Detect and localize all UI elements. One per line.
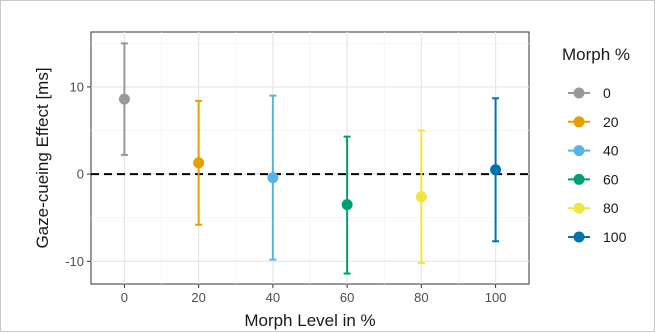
legend-item-40: 40 — [568, 143, 619, 159]
data-point — [193, 157, 205, 169]
series-0 — [118, 42, 130, 156]
legend-label: 0 — [603, 85, 611, 101]
legend-key-point — [573, 116, 585, 128]
series-60 — [341, 135, 353, 275]
legend-item-60: 60 — [568, 171, 619, 187]
data-point — [118, 93, 130, 105]
legend-key-point — [573, 145, 585, 157]
data-point — [341, 199, 353, 211]
series-100 — [490, 97, 502, 243]
x-tick-label: 80 — [414, 290, 428, 305]
y-axis-title: Gaze-cueing Effect [ms] — [33, 67, 52, 248]
legend-key-point — [573, 173, 585, 185]
legend-key-point — [573, 87, 585, 99]
y-tick-label: 10 — [70, 79, 84, 94]
data-point — [490, 164, 502, 176]
legend-item-0: 0 — [568, 85, 611, 101]
x-axis-ticks: 0 20 40 60 80 100 — [121, 284, 507, 305]
data-point — [267, 172, 279, 184]
legend-label: 20 — [603, 114, 619, 130]
legend-key-point — [573, 231, 585, 243]
x-tick-label: 60 — [340, 290, 354, 305]
y-tick-label: 0 — [77, 167, 84, 182]
legend-item-20: 20 — [568, 114, 619, 130]
x-tick-label: 100 — [485, 290, 507, 305]
data-point — [415, 191, 427, 203]
data-marks — [118, 42, 502, 275]
x-tick-label: 0 — [121, 290, 128, 305]
y-axis-ticks: 10 0 -10 — [65, 79, 91, 269]
x-axis-title: Morph Level in % — [244, 311, 375, 330]
legend-title: Morph % — [562, 45, 630, 64]
legend-label: 40 — [603, 143, 619, 159]
legend: Morph % 0 20 40 60 80 100 — [562, 45, 630, 245]
legend-item-80: 80 — [568, 200, 619, 216]
legend-label: 60 — [603, 171, 619, 187]
y-tick-label: -10 — [65, 254, 84, 269]
x-tick-label: 20 — [191, 290, 205, 305]
legend-key-point — [573, 202, 585, 214]
legend-item-100: 100 — [568, 229, 627, 245]
series-20 — [193, 99, 205, 226]
legend-label: 100 — [603, 229, 627, 245]
legend-label: 80 — [603, 200, 619, 216]
series-40 — [267, 94, 279, 261]
x-tick-label: 40 — [266, 290, 280, 305]
series-80 — [415, 129, 427, 265]
